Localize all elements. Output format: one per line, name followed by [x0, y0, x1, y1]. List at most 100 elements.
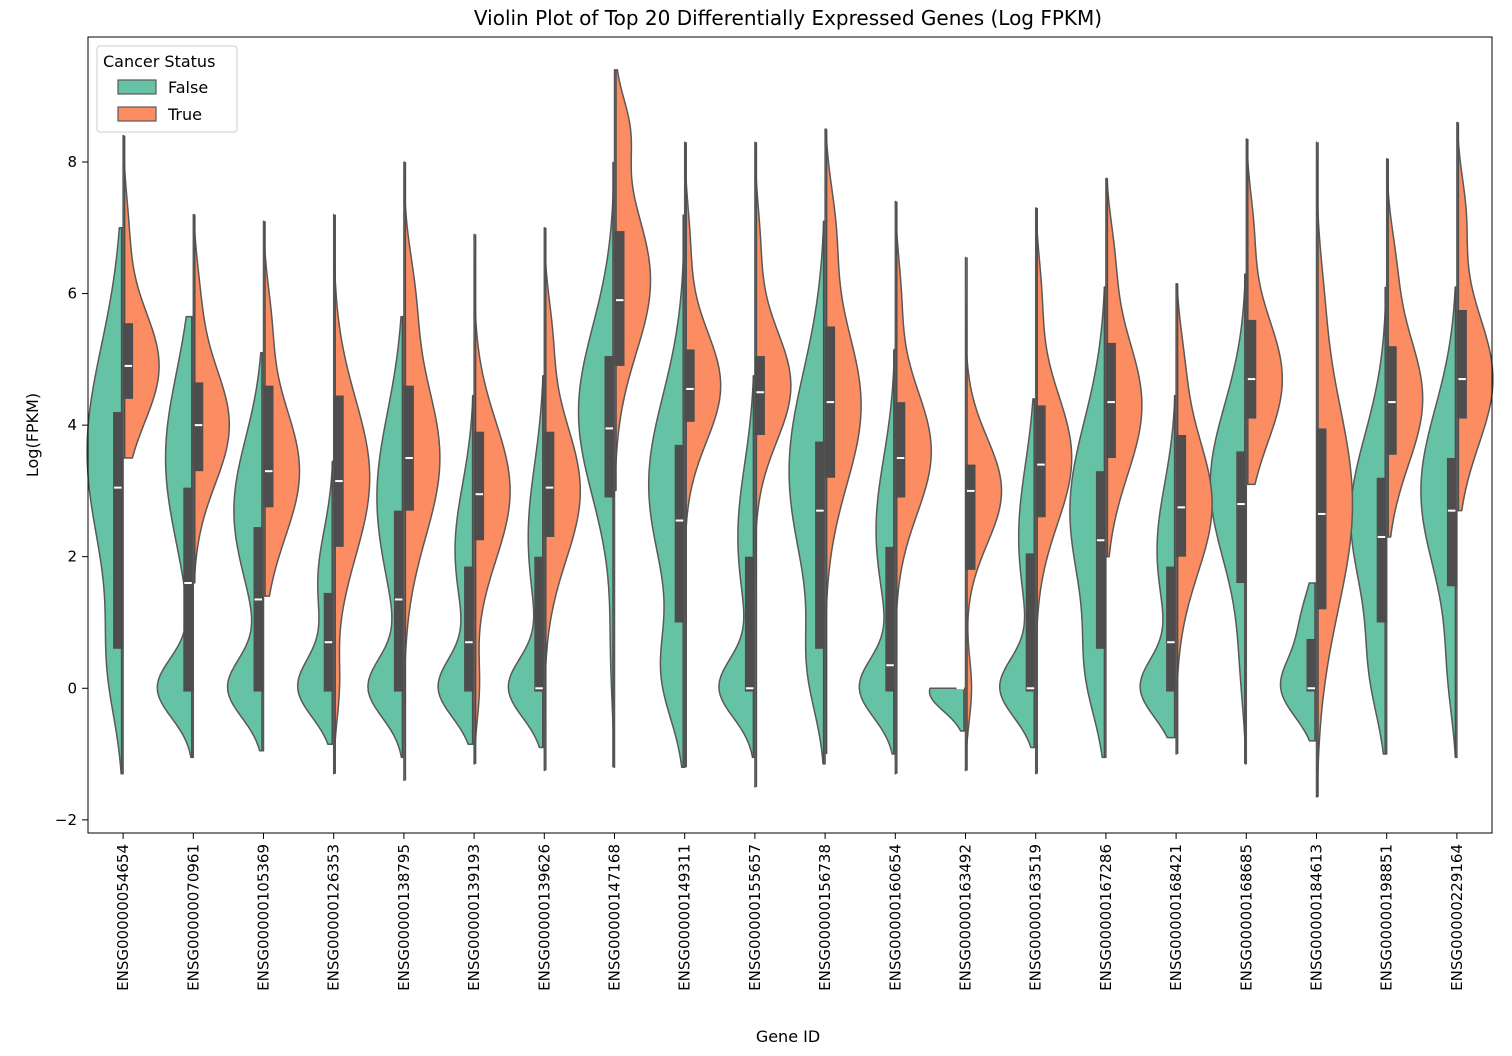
y-axis-label: Log(FPKM) [23, 393, 42, 477]
violin-true-1 [192, 213, 231, 584]
iqr-box [1166, 566, 1177, 692]
violin-true-12 [964, 256, 1003, 772]
x-tick-label: ENSG00000184613 [1308, 844, 1326, 991]
iqr-box [895, 402, 906, 498]
y-tick-label: 8 [67, 153, 77, 171]
iqr-box [534, 556, 545, 692]
violin-true-14 [1105, 177, 1143, 558]
violin-true-11 [894, 200, 933, 775]
x-tick-label: ENSG00000139193 [465, 844, 483, 991]
iqr-box [403, 385, 414, 511]
x-tick-label: ENSG00000160654 [886, 844, 904, 991]
x-tick-label: ENSG00000070961 [184, 844, 202, 991]
iqr-box [1376, 477, 1387, 623]
x-tick-label: ENSG00000167286 [1097, 844, 1115, 991]
x-tick-label: ENSG00000163519 [1027, 844, 1045, 991]
x-tick-label: ENSG00000155657 [746, 844, 764, 991]
violin-body [1209, 273, 1248, 765]
violin-body [928, 687, 967, 732]
violin-true-5 [473, 233, 511, 765]
violin-body [894, 200, 933, 775]
legend-title: Cancer Status [103, 52, 215, 71]
iqr-box [1105, 342, 1116, 459]
iqr-box [1316, 428, 1327, 610]
legend-swatch-false [117, 79, 157, 95]
violin-body [754, 141, 792, 788]
iqr-box [674, 444, 685, 623]
violin-false-7 [577, 161, 616, 768]
violin-body [647, 213, 686, 768]
violin-body [577, 161, 616, 768]
iqr-box [1386, 346, 1397, 455]
y-tick-label: −2 [55, 811, 77, 829]
x-tick-label: ENSG00000168685 [1237, 844, 1255, 991]
violin-true-16 [1245, 138, 1284, 486]
x-axis-label: Gene ID [756, 1027, 820, 1046]
violin-false-12 [928, 687, 967, 732]
x-tick-label: ENSG00000149311 [676, 844, 694, 991]
plot-frame [87, 36, 1493, 834]
violin-false-1 [156, 315, 195, 759]
violin-body [1105, 177, 1143, 558]
violin-false-10 [788, 220, 826, 765]
iqr-box [544, 431, 555, 537]
iqr-box [193, 382, 204, 472]
violin-body [683, 141, 722, 768]
violin-body [122, 134, 160, 459]
violin-false-19 [1420, 286, 1458, 759]
iqr-box [1176, 435, 1187, 557]
x-tick-label: ENSG00000229164 [1448, 844, 1466, 991]
violin-true-6 [543, 227, 582, 772]
violin-body [403, 161, 441, 782]
x-tick-label: ENSG00000054654 [114, 844, 132, 991]
y-tick-label: 6 [67, 285, 77, 303]
violin-false-14 [1069, 286, 1107, 759]
violin-body [613, 69, 652, 492]
iqr-box [1446, 458, 1457, 587]
violin-true-15 [1175, 282, 1213, 755]
y-tick-label: 4 [67, 416, 77, 434]
violin-true-0 [122, 134, 160, 459]
legend-label-true: True [167, 105, 202, 124]
violin-false-9 [718, 375, 756, 759]
violin-false-4 [367, 315, 405, 759]
violin-body [1279, 582, 1318, 742]
x-tick-label: ENSG00000168421 [1167, 844, 1185, 991]
y-axis: −2 0 2 4 6 8 [55, 153, 88, 829]
x-axis: ENSG00000054654 ENSG00000070961 ENSG000001… [114, 833, 1466, 991]
legend: Cancer Status False True [96, 45, 238, 133]
violin-true-8 [683, 141, 722, 768]
iqr-box [1456, 310, 1467, 419]
iqr-box [744, 556, 755, 692]
iqr-box [1306, 638, 1317, 692]
x-tick-label: ENSG00000163492 [957, 844, 975, 991]
violin-body [1420, 286, 1458, 759]
violin-body [543, 227, 582, 772]
iqr-box [113, 411, 124, 649]
iqr-box [754, 356, 765, 435]
violin-false-17 [1279, 582, 1318, 742]
iqr-box [885, 546, 896, 692]
legend-label-false: False [168, 78, 208, 97]
violin-body [1315, 141, 1354, 798]
iqr-box [1035, 405, 1046, 518]
iqr-box [684, 349, 695, 422]
y-tick-label: 2 [67, 548, 77, 566]
violin-body [1245, 138, 1284, 486]
violin-false-15 [1139, 394, 1177, 739]
iqr-box [1095, 471, 1106, 649]
violin-true-3 [332, 213, 371, 775]
iqr-box [464, 566, 475, 692]
violin-body [964, 256, 1003, 772]
y-tick-label: 0 [67, 679, 77, 697]
iqr-box [263, 385, 274, 508]
plot-area [86, 69, 1494, 798]
x-tick-label: ENSG00000198851 [1378, 844, 1396, 991]
violin-true-4 [403, 161, 441, 782]
violin-true-19 [1456, 121, 1494, 512]
violin-false-16 [1209, 273, 1248, 765]
iqr-box [393, 510, 404, 692]
x-tick-label: ENSG00000156738 [816, 844, 834, 991]
